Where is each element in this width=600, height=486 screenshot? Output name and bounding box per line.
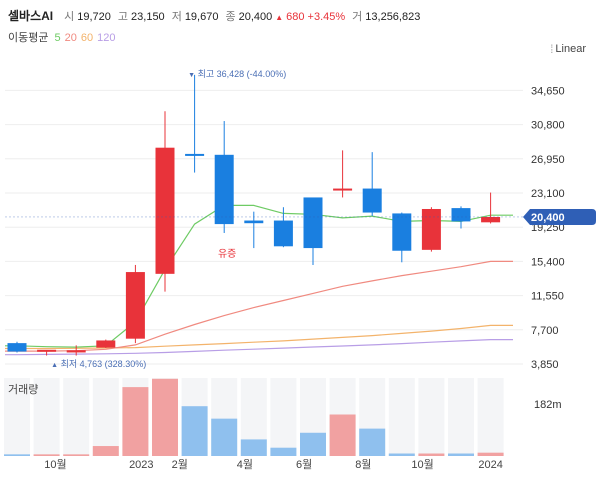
y-tick-label: 3,850	[531, 359, 559, 371]
volume-pane-label: 거래량	[8, 383, 38, 396]
volume-column-bg	[448, 378, 474, 456]
quote-header: 셀바스AI 시 19,720 고 23,150 저 19,670 종 20,40…	[8, 6, 420, 26]
volume-column-bg	[388, 378, 415, 456]
candle-body	[7, 343, 27, 352]
candle-body	[155, 147, 175, 274]
close-label: 종	[225, 11, 236, 23]
y-tick-label: 34,650	[531, 85, 565, 97]
close-value: 20,400	[238, 11, 273, 23]
low-label: 저	[171, 11, 182, 23]
volume-column-bg	[4, 378, 30, 456]
volume-column-bg	[418, 378, 445, 456]
ma-60-toggle[interactable]: 60	[80, 32, 94, 44]
candle-body	[66, 350, 86, 353]
x-tick-label: 6월	[296, 458, 312, 471]
volume-bar	[92, 446, 119, 456]
volume-bar	[152, 378, 178, 456]
x-tick-label: 4월	[237, 458, 253, 471]
moving-average-label: 이동평균	[8, 32, 49, 44]
ma-120-toggle[interactable]: 120	[97, 32, 116, 44]
volume-bar	[63, 454, 90, 456]
candle-body	[362, 188, 382, 213]
y-tick-label: 7,700	[531, 325, 559, 337]
candle-body	[96, 340, 116, 348]
volume-bar	[388, 453, 415, 456]
volume-bar	[418, 453, 445, 456]
volume-bar	[122, 387, 149, 456]
volume-bar	[33, 454, 60, 456]
volume-bar	[359, 428, 386, 456]
volume-column-bg	[92, 378, 119, 456]
x-tick-label: 2024	[478, 459, 502, 471]
volume-tick-label: 182m	[534, 399, 562, 411]
candle-body	[214, 154, 234, 225]
volume-bar	[477, 452, 504, 456]
candle-body	[421, 208, 441, 250]
change-percent: +3.45%	[307, 11, 346, 23]
change-value: 680	[286, 11, 305, 23]
ma-5-toggle[interactable]: 5	[54, 32, 61, 44]
volume-column-bg	[33, 378, 60, 456]
max-price-label: 최고 36,428 (-44.00%)	[198, 69, 287, 79]
y-tick-label: 23,100	[531, 188, 565, 200]
y-tick-label: 11,550	[531, 291, 564, 303]
y-tick-label: 19,250	[531, 222, 565, 234]
candle-body	[37, 349, 57, 352]
drag-handle-icon: ⁞	[550, 42, 554, 56]
volume-value: 13,256,823	[365, 11, 421, 23]
open-label: 시	[64, 11, 75, 23]
y-tick-label: 26,950	[531, 154, 565, 166]
candle-body	[185, 153, 205, 156]
candle-body	[333, 188, 353, 191]
x-tick-label: 10월	[411, 458, 433, 471]
volume-bar	[448, 453, 474, 456]
x-tick-label: 8월	[355, 458, 371, 471]
ma20-line	[5, 260, 513, 352]
volume-label: 거	[352, 11, 363, 23]
volume-bar	[211, 418, 238, 456]
open-value: 19,720	[77, 11, 111, 23]
scale-toggle-button[interactable]: ⁞ Linear	[550, 42, 586, 56]
y-tick-label: 15,400	[531, 256, 565, 268]
stock-name: 셀바스AI	[8, 9, 54, 23]
volume-bar	[300, 432, 326, 456]
candle-body	[273, 220, 293, 247]
moving-average-legend: 이동평균 5 20 60 120	[8, 30, 115, 46]
candle-body	[451, 208, 471, 222]
y-tick-label: 30,800	[531, 120, 565, 132]
scale-label: Linear	[555, 43, 586, 55]
x-tick-label: 2월	[172, 458, 188, 471]
candle-body	[392, 213, 412, 251]
current-price-tag	[523, 208, 596, 225]
volume-bar	[240, 439, 267, 456]
candle-body	[303, 197, 323, 249]
candle-body	[481, 216, 501, 223]
x-tick-label: 10월	[44, 458, 66, 471]
volume-bar	[181, 406, 208, 456]
candle-body	[244, 220, 264, 224]
ma-20-toggle[interactable]: 20	[64, 32, 77, 44]
x-tick-label: 2023	[129, 459, 153, 471]
rights-issue-annotation: 유증	[218, 248, 236, 260]
low-value: 19,670	[184, 11, 219, 23]
candle-body	[125, 272, 145, 339]
volume-column-bg	[270, 378, 297, 456]
volume-bar	[329, 414, 356, 456]
max-arrow-icon: ▼	[188, 72, 195, 79]
volume-column-bg	[477, 378, 504, 456]
volume-bar	[4, 454, 30, 456]
min-arrow-icon: ▲	[51, 362, 58, 369]
ma60-line	[5, 324, 513, 350]
current-price-label: 20,400	[531, 212, 565, 224]
min-price-label: 최저 4,763 (328.30%)	[61, 359, 147, 369]
high-value: 23,150	[131, 11, 165, 23]
volume-bar	[270, 447, 297, 456]
change-arrow-icon: ▲	[275, 13, 284, 22]
high-label: 고	[117, 11, 129, 23]
volume-column-bg	[63, 378, 90, 456]
